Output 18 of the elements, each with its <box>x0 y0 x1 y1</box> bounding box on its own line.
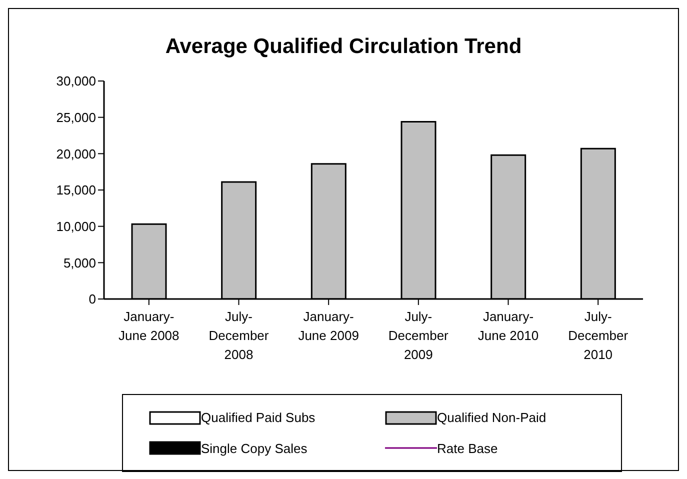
y-tick-label: 20,000 <box>56 146 96 162</box>
y-tick-label: 0 <box>88 292 96 307</box>
legend-label: Qualified Non-Paid <box>437 410 546 426</box>
legend-label: Single Copy Sales <box>201 440 308 456</box>
y-tick-label: 10,000 <box>56 218 96 234</box>
x-tick-label: July-December 2009 <box>388 309 450 362</box>
x-tick-label: January-June 2010 <box>478 309 539 343</box>
y-tick-label: 25,000 <box>56 110 96 125</box>
y-tick-label: 15,000 <box>56 182 96 198</box>
legend-label: Qualified Paid Subs <box>201 410 316 426</box>
x-tick-label: July-December 2010 <box>568 309 629 362</box>
x-tick-label: January-June 2009 <box>298 309 359 343</box>
y-tick-label: 30,000 <box>56 74 96 89</box>
chart-title: Average Qualified Circulation Trend <box>164 35 523 59</box>
x-tick-label: July-December 2008 <box>208 309 270 362</box>
legend-label: Rate Base <box>437 440 498 456</box>
x-tick-label: January-June 2008 <box>118 309 180 343</box>
y-tick-label: 5,000 <box>63 255 96 270</box>
